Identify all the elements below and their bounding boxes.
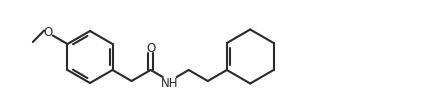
Text: O: O — [146, 42, 155, 54]
Text: NH: NH — [161, 77, 179, 89]
Text: O: O — [44, 26, 53, 39]
